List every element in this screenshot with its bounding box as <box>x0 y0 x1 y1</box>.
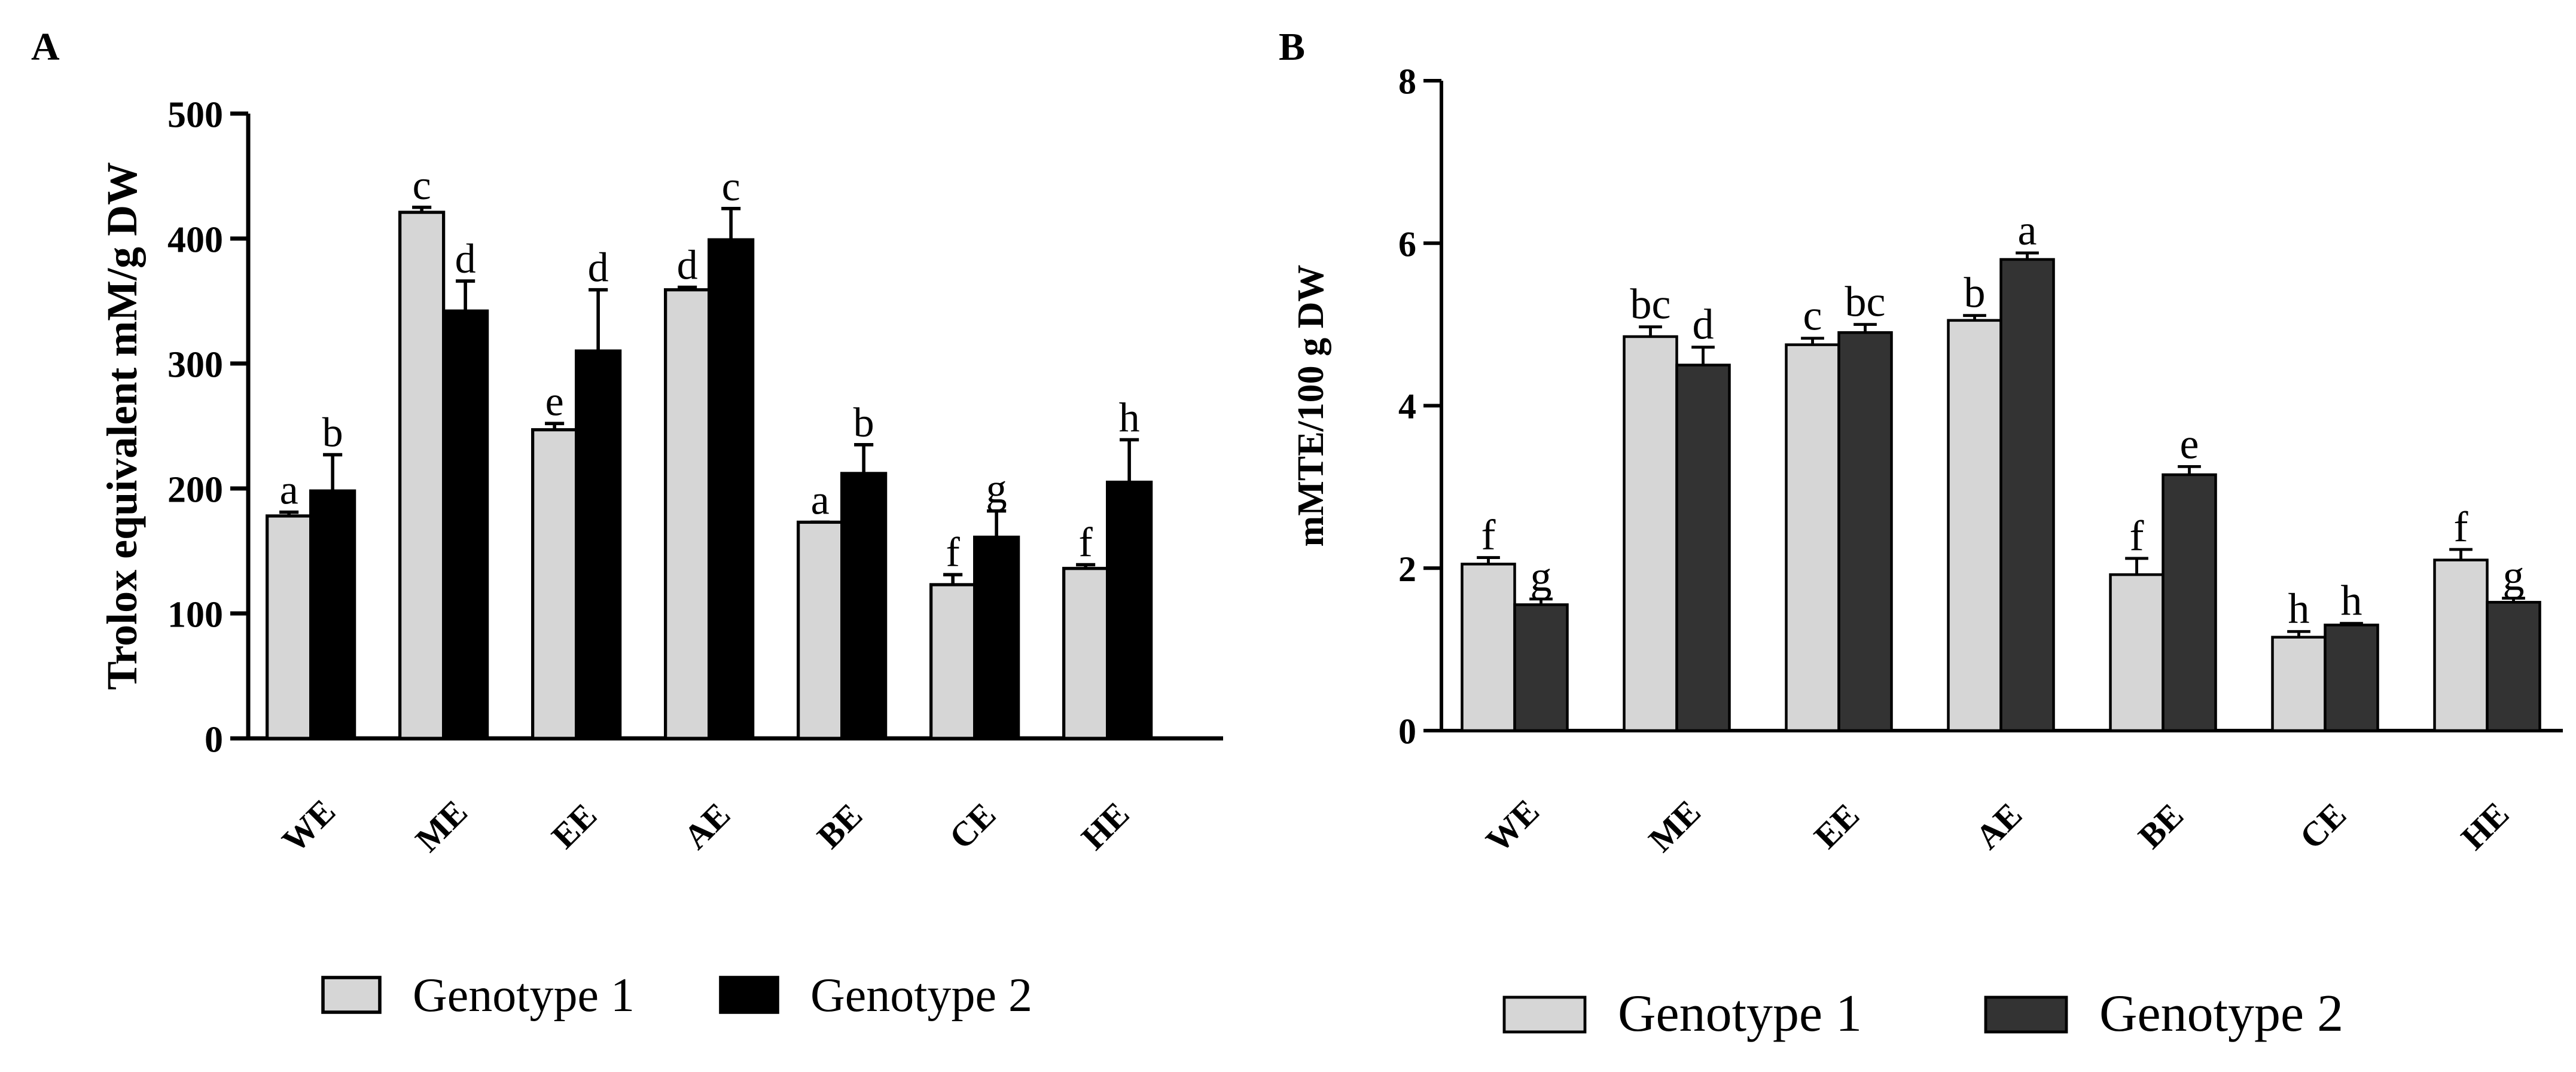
bar-genotype-1 <box>398 210 446 740</box>
y-tick-label: 0 <box>205 719 223 760</box>
significance-letter: a <box>2018 206 2037 254</box>
significance-letter: g <box>986 466 1007 512</box>
bar-genotype-1 <box>2433 558 2489 732</box>
y-tick-label: 2 <box>1398 549 1416 589</box>
panel-label: A <box>31 25 60 69</box>
y-axis-title: mMTE/100 g DW <box>1291 265 1331 547</box>
x-category-label: ME <box>408 792 475 859</box>
significance-letter: a <box>811 477 830 523</box>
legend-label: Genotype 1 <box>1618 985 1862 1043</box>
bar-genotype-2 <box>1513 603 1569 732</box>
bar-genotype-1 <box>531 428 578 740</box>
significance-letter: b <box>322 410 343 456</box>
legend-swatch-genotype-1 <box>321 976 382 1014</box>
bar-genotype-1 <box>266 514 313 740</box>
bar-genotype-1 <box>2109 573 2165 732</box>
bar-genotype-2 <box>708 238 755 740</box>
bar-genotype-1 <box>1062 567 1109 740</box>
legend-label: Genotype 2 <box>2099 985 2343 1043</box>
y-tick-label: 200 <box>167 469 223 510</box>
significance-letter: b <box>1964 269 1986 317</box>
bar-genotype-2 <box>575 349 622 740</box>
significance-letter: f <box>946 530 960 576</box>
x-category-label: EE <box>544 796 605 856</box>
y-tick-label: 500 <box>167 94 223 135</box>
bar-genotype-2 <box>840 472 888 740</box>
y-tick-label: 0 <box>1398 712 1416 752</box>
bar-genotype-2 <box>1106 480 1153 740</box>
bar-genotype-1 <box>1947 319 2002 732</box>
legend-swatch-genotype-2 <box>719 976 779 1014</box>
x-category-label: WE <box>275 792 343 860</box>
bar-genotype-2 <box>973 535 1020 740</box>
bar-genotype-2 <box>442 309 489 740</box>
x-category-label: HE <box>1074 795 1136 857</box>
x-category-label: EE <box>1806 796 1867 856</box>
significance-letter: c <box>1803 292 1822 340</box>
x-category-label: HE <box>2453 795 2516 857</box>
legend-label: Genotype 1 <box>413 969 635 1022</box>
significance-letter: h <box>1119 395 1140 441</box>
significance-letter: f <box>1078 520 1093 566</box>
significance-letter: d <box>1693 301 1714 349</box>
y-tick-label: 100 <box>167 594 223 635</box>
panel-a: A 0 100 200 300 400 500 Trolox equivalent mM/g … <box>31 25 1223 1022</box>
significance-letter: c <box>722 164 740 210</box>
significance-letter: bc <box>1630 280 1671 328</box>
x-category-label: CE <box>941 795 1003 857</box>
x-category-label: BE <box>2130 796 2191 856</box>
bar-genotype-2 <box>2486 601 2541 732</box>
legend-swatch-genotype-1 <box>1502 995 1587 1034</box>
significance-letter: d <box>677 243 698 289</box>
bar-genotype-1 <box>664 288 711 740</box>
bar-genotype-2 <box>1999 258 2055 732</box>
significance-letter: f <box>2454 503 2468 551</box>
bar-genotype-1 <box>1461 563 1516 732</box>
significance-letter: e <box>2180 420 2199 468</box>
x-category-label: BE <box>810 796 870 856</box>
bar-genotype-1 <box>1623 335 1678 732</box>
significance-letter: bc <box>1845 278 1886 326</box>
bar-genotype-2 <box>1675 364 1731 732</box>
bar-genotype-2 <box>2162 473 2217 732</box>
y-tick-label: 300 <box>167 344 223 385</box>
significance-letter: d <box>588 245 609 291</box>
bar-genotype-2 <box>1837 331 1893 732</box>
x-category-label: CE <box>2292 795 2354 857</box>
x-category-label: WE <box>1478 792 1547 860</box>
y-axis-title: Trolox equivalent mM/g DW <box>98 162 146 690</box>
significance-letter: e <box>545 378 564 424</box>
significance-letter: c <box>413 163 431 209</box>
significance-letter: a <box>280 468 298 514</box>
y-tick-label: 6 <box>1398 224 1416 264</box>
bar-genotype-1 <box>929 583 977 740</box>
significance-letter: b <box>853 400 874 446</box>
bar-genotype-1 <box>2271 636 2327 732</box>
x-category-label: ME <box>1641 792 1708 859</box>
significance-letter: f <box>2130 512 2144 560</box>
legend-label: Genotype 2 <box>810 969 1032 1022</box>
panel-label: B <box>1279 25 1305 69</box>
y-tick-label: 8 <box>1398 62 1416 102</box>
significance-letter: h <box>2288 585 2310 633</box>
bar-genotype-1 <box>1785 343 1840 732</box>
significance-letter: f <box>1481 511 1496 559</box>
significance-letter: g <box>1531 552 1552 600</box>
x-category-label: AE <box>1968 795 2029 857</box>
significance-letter: h <box>2341 577 2362 625</box>
bar-genotype-2 <box>309 489 356 740</box>
bar-genotype-2 <box>2324 624 2379 732</box>
y-tick-label: 400 <box>167 219 223 260</box>
legend-swatch-genotype-2 <box>1984 995 2068 1034</box>
bar-genotype-1 <box>797 520 844 740</box>
x-category-label: AE <box>676 795 737 857</box>
significance-letter: g <box>2503 552 2525 600</box>
significance-letter: d <box>455 236 476 282</box>
y-tick-label: 4 <box>1398 387 1416 426</box>
